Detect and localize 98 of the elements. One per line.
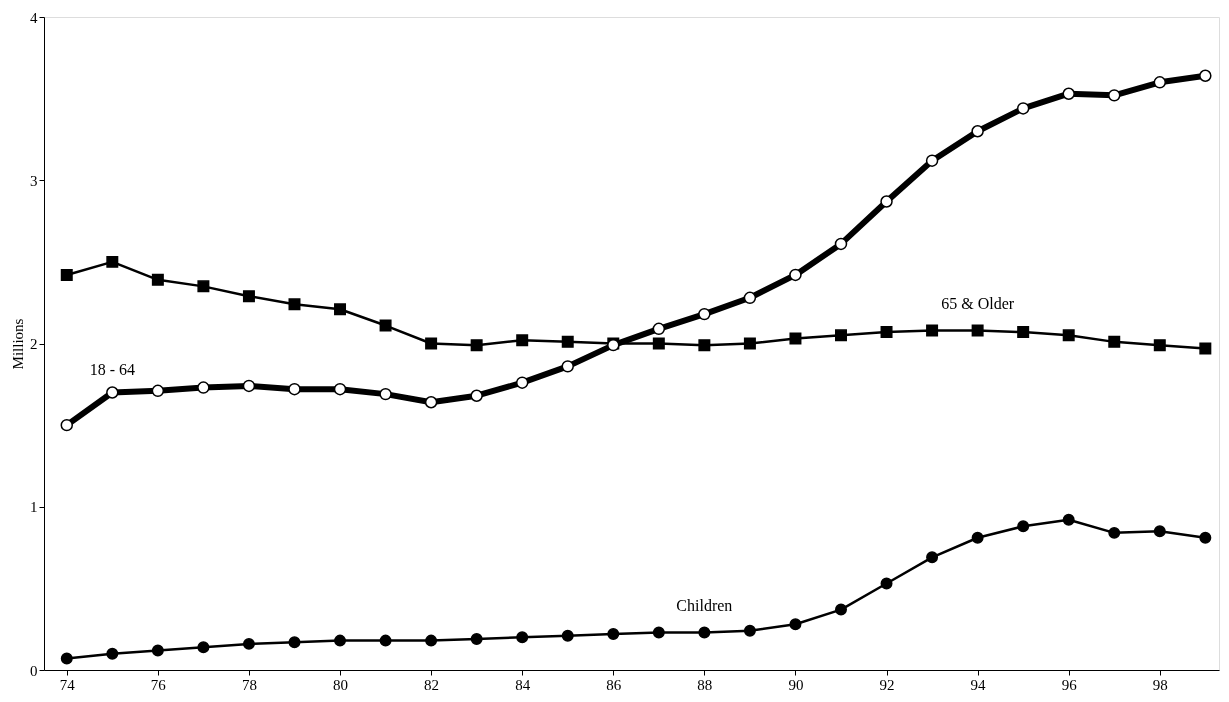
point <box>652 322 666 336</box>
y-tick-label: 2 <box>30 336 38 352</box>
point <box>1153 525 1166 538</box>
point <box>242 379 256 393</box>
point <box>425 337 438 350</box>
point <box>197 641 210 654</box>
point <box>60 418 73 432</box>
point <box>1108 335 1121 348</box>
point <box>1153 76 1167 89</box>
point <box>379 319 392 332</box>
point <box>652 626 665 639</box>
point <box>743 291 757 305</box>
point <box>106 647 119 660</box>
point <box>880 577 893 590</box>
point <box>334 634 347 647</box>
point <box>698 626 711 639</box>
point <box>971 531 984 544</box>
x-tick-label: 98 <box>1152 676 1168 693</box>
point <box>424 396 438 409</box>
point <box>789 618 802 631</box>
point <box>1062 87 1075 100</box>
point <box>926 551 939 564</box>
point <box>561 335 574 348</box>
point <box>516 334 529 347</box>
point <box>652 337 665 350</box>
point <box>470 633 483 645</box>
point <box>880 326 893 339</box>
point <box>789 268 802 282</box>
point <box>561 629 574 642</box>
point <box>1199 69 1212 82</box>
x-tick-label: 94 <box>970 676 987 693</box>
point <box>379 634 392 647</box>
x-tick-label: 82 <box>424 676 440 693</box>
point <box>379 387 392 401</box>
point <box>242 290 255 303</box>
point <box>288 382 301 396</box>
x-tick-label: 88 <box>697 676 713 693</box>
x-tick-label: 86 <box>606 676 622 693</box>
point <box>1062 329 1075 342</box>
x-tick-label: 90 <box>788 676 804 693</box>
point <box>607 628 620 641</box>
point <box>106 255 119 268</box>
point <box>971 324 984 337</box>
point <box>151 384 165 398</box>
point <box>1108 526 1121 539</box>
point <box>470 389 483 402</box>
point <box>743 337 756 350</box>
point <box>1016 102 1030 115</box>
point <box>197 381 210 394</box>
point <box>151 273 164 286</box>
point <box>698 339 711 352</box>
x-tick-label: 80 <box>333 676 349 693</box>
point <box>1062 513 1075 526</box>
y-tick-label: 4 <box>30 9 38 26</box>
y-tick-label: 0 <box>30 662 38 679</box>
point <box>1199 342 1212 355</box>
point <box>60 652 73 665</box>
point <box>288 298 301 311</box>
series-label: Children <box>676 597 733 615</box>
series-label: 65 & Older <box>941 295 1015 313</box>
point <box>197 280 210 293</box>
point <box>333 382 347 396</box>
point <box>515 376 529 389</box>
x-tick-label: 96 <box>1061 676 1078 693</box>
point <box>288 636 301 649</box>
point <box>425 634 438 647</box>
point <box>971 125 984 138</box>
point <box>1153 339 1166 352</box>
point <box>789 332 802 345</box>
x-tick-label: 76 <box>150 676 167 693</box>
y-axis-title: Millions <box>10 318 26 370</box>
point <box>561 360 574 373</box>
point <box>1199 531 1212 544</box>
point <box>835 603 847 616</box>
x-tick-label: 78 <box>241 676 257 693</box>
point <box>698 307 711 321</box>
point <box>925 154 939 167</box>
point <box>516 631 529 644</box>
point <box>743 624 756 637</box>
point <box>60 268 73 281</box>
point <box>106 386 119 399</box>
point <box>334 303 347 316</box>
point <box>1017 520 1030 533</box>
point <box>242 637 255 650</box>
point <box>1108 89 1121 102</box>
point <box>834 237 848 251</box>
point <box>1017 326 1030 339</box>
point <box>926 324 939 337</box>
y-tick-label: 3 <box>30 172 38 189</box>
point <box>470 339 483 352</box>
x-tick-label: 84 <box>515 676 531 693</box>
point <box>880 195 893 208</box>
x-tick-label: 92 <box>879 676 895 693</box>
point <box>151 644 164 657</box>
y-tick-label: 1 <box>30 499 38 516</box>
x-tick-label: 74 <box>59 676 76 693</box>
series-label: 18 - 64 <box>89 361 135 379</box>
point <box>835 329 847 342</box>
